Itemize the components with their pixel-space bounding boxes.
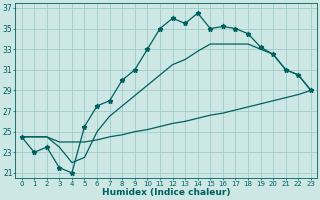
X-axis label: Humidex (Indice chaleur): Humidex (Indice chaleur) — [102, 188, 230, 197]
